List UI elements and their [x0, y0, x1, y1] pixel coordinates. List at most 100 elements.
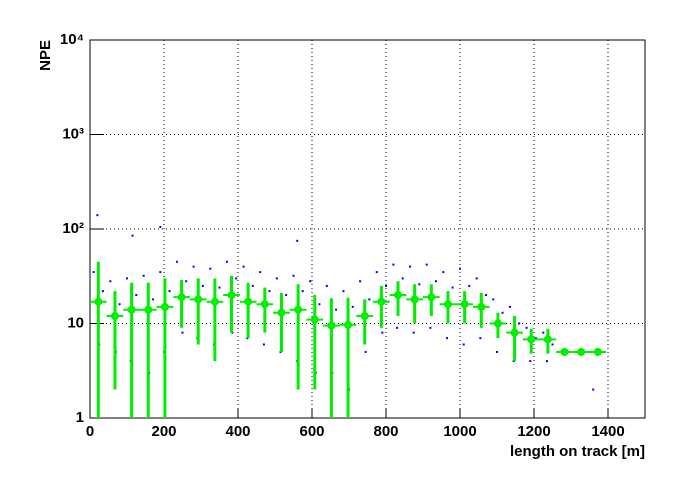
scatter-point — [118, 303, 121, 306]
scatter-point — [529, 360, 532, 363]
scatter-point — [101, 290, 104, 293]
scatter-point — [275, 277, 278, 280]
y-tick-label: 10² — [62, 220, 84, 237]
scatter-point — [318, 303, 321, 306]
scatter-point — [542, 331, 545, 334]
scatter-point — [368, 298, 371, 301]
scatter-point — [508, 305, 511, 308]
scatter-point — [268, 290, 271, 293]
y-tick-label: 10³ — [62, 125, 84, 142]
x-axis-label: length on track [m] — [510, 443, 645, 460]
scatter-point — [96, 214, 99, 217]
profile-point — [244, 297, 253, 306]
scatter-point — [292, 274, 295, 277]
scatter-point — [442, 271, 445, 274]
profile-point — [527, 335, 536, 344]
scatter-point — [385, 284, 387, 287]
scatter-point — [209, 267, 212, 270]
profile-point — [144, 305, 153, 314]
scatter-point — [396, 326, 399, 329]
x-tick-label: 200 — [151, 423, 176, 440]
scatter-point — [359, 280, 362, 283]
scatter-point — [325, 284, 328, 287]
profile-point — [510, 328, 519, 337]
scatter-point — [296, 239, 299, 242]
scatter-point — [518, 322, 521, 325]
plot-area — [90, 214, 607, 418]
profile-point — [194, 295, 203, 304]
scatter-point — [401, 277, 404, 280]
scatter-point — [501, 311, 504, 314]
profile-point — [593, 347, 602, 356]
scatter-point — [446, 337, 449, 340]
scatter-point — [492, 298, 495, 301]
scatter-point — [159, 271, 162, 274]
scatter-point — [92, 271, 95, 274]
scatter-point — [468, 284, 471, 287]
profile-point — [127, 305, 136, 314]
x-tick-label: 600 — [299, 423, 324, 440]
scatter-point — [364, 350, 367, 353]
scatter-point — [309, 280, 312, 283]
scatter-point — [151, 298, 154, 301]
profile-point — [260, 300, 269, 309]
x-tick-label: 1400 — [591, 423, 624, 440]
scatter-point — [392, 263, 395, 266]
scatter-point — [251, 284, 254, 287]
profile-point — [327, 321, 336, 330]
scatter-point — [126, 277, 128, 280]
scatter-point — [462, 343, 465, 346]
scatter-point — [412, 331, 415, 334]
scatter-point — [301, 290, 304, 293]
profile-point — [377, 297, 386, 306]
scatter-point — [425, 263, 428, 266]
profile-point — [294, 305, 303, 314]
scatter-point — [451, 286, 454, 289]
scatter-point — [351, 305, 354, 308]
scatter-point — [242, 265, 245, 268]
scatter-point — [479, 337, 482, 340]
scatter-point — [259, 271, 262, 274]
scatter-point — [375, 271, 378, 274]
scatter-point — [551, 343, 554, 346]
scatter-point — [168, 290, 171, 293]
profile-point — [493, 319, 502, 328]
scatter-point — [525, 326, 528, 329]
scatter-point — [142, 274, 145, 277]
profile-point — [344, 320, 353, 329]
profile-point — [460, 300, 469, 309]
profile-point — [427, 293, 436, 302]
profile-point — [94, 297, 103, 306]
profile-point — [110, 312, 119, 321]
profile-point — [560, 347, 569, 356]
x-tick-label: 1000 — [443, 423, 476, 440]
scatter-point — [192, 265, 195, 268]
x-tick-label: 1200 — [517, 423, 550, 440]
scatter-point — [109, 280, 112, 283]
profile-point — [210, 297, 219, 306]
profile-point — [477, 302, 486, 311]
scatter-point — [434, 280, 437, 283]
y-tick-label: 10⁴ — [60, 31, 84, 48]
scatter-point — [185, 280, 188, 283]
scatter-point — [285, 294, 288, 297]
scatter-point — [475, 277, 478, 280]
x-tick-label: 400 — [225, 423, 250, 440]
scatter-point — [235, 277, 238, 280]
profile-point — [310, 315, 319, 324]
scatter-point — [181, 331, 184, 334]
scatter-point — [545, 360, 548, 363]
scatter-point — [201, 284, 204, 287]
scatter-point — [534, 337, 537, 340]
x-tick-label: 800 — [373, 423, 398, 440]
scatter-point — [262, 343, 265, 346]
scatter-point — [218, 286, 221, 289]
profile-point — [227, 291, 236, 300]
y-tick-label: 1 — [76, 409, 84, 426]
scatter-point — [135, 294, 138, 297]
scatter-point — [159, 225, 162, 228]
profile-point — [277, 308, 286, 317]
scatter-point — [342, 290, 345, 293]
plot-frame — [89, 39, 646, 419]
